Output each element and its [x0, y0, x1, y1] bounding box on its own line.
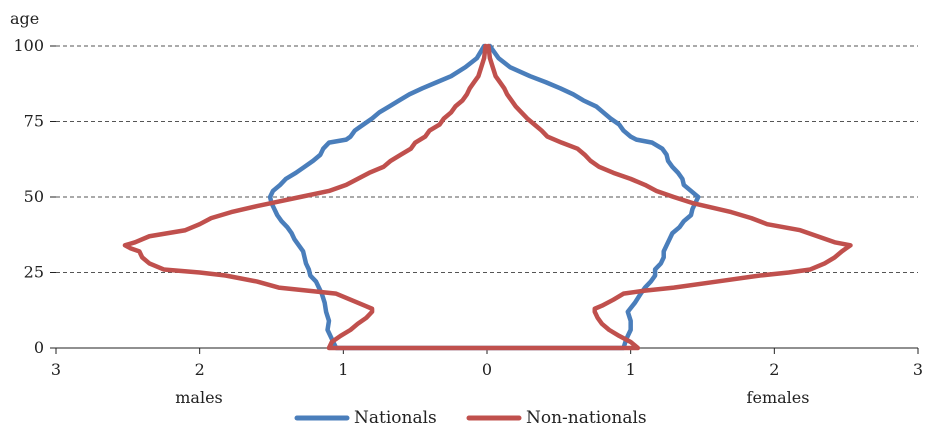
x-tick-label-1: 2 — [195, 360, 205, 379]
y-tick-label-100: 100 — [13, 36, 44, 55]
legend: Nationals Non-nationals — [294, 408, 647, 428]
x-tick-label-2: 1 — [338, 360, 348, 379]
y-axis-label: age — [10, 9, 39, 28]
y-tick-label-0: 0 — [34, 338, 44, 357]
y-tick-label-75: 75 — [24, 112, 44, 131]
y-axis-ticks: 0 25 50 75 100 — [13, 36, 56, 357]
males-label: males — [175, 388, 223, 407]
series-lines — [122, 43, 853, 351]
x-tick-label-3: 0 — [482, 360, 492, 379]
legend-label-nationals: Nationals — [354, 408, 437, 428]
series-line-non-nationals — [122, 43, 853, 351]
x-tick-label-6: 3 — [913, 360, 923, 379]
x-tick-label-4: 1 — [626, 360, 636, 379]
x-axis-ticks: 3 2 1 0 1 2 3 — [51, 348, 923, 379]
x-tick-label-0: 3 — [51, 360, 61, 379]
y-tick-label-50: 50 — [24, 187, 44, 206]
females-label: females — [747, 388, 810, 407]
x-tick-label-5: 2 — [769, 360, 779, 379]
gridlines — [56, 45, 918, 273]
y-tick-label-25: 25 — [24, 263, 44, 282]
legend-label-non-nationals: Non-nationals — [526, 408, 647, 428]
